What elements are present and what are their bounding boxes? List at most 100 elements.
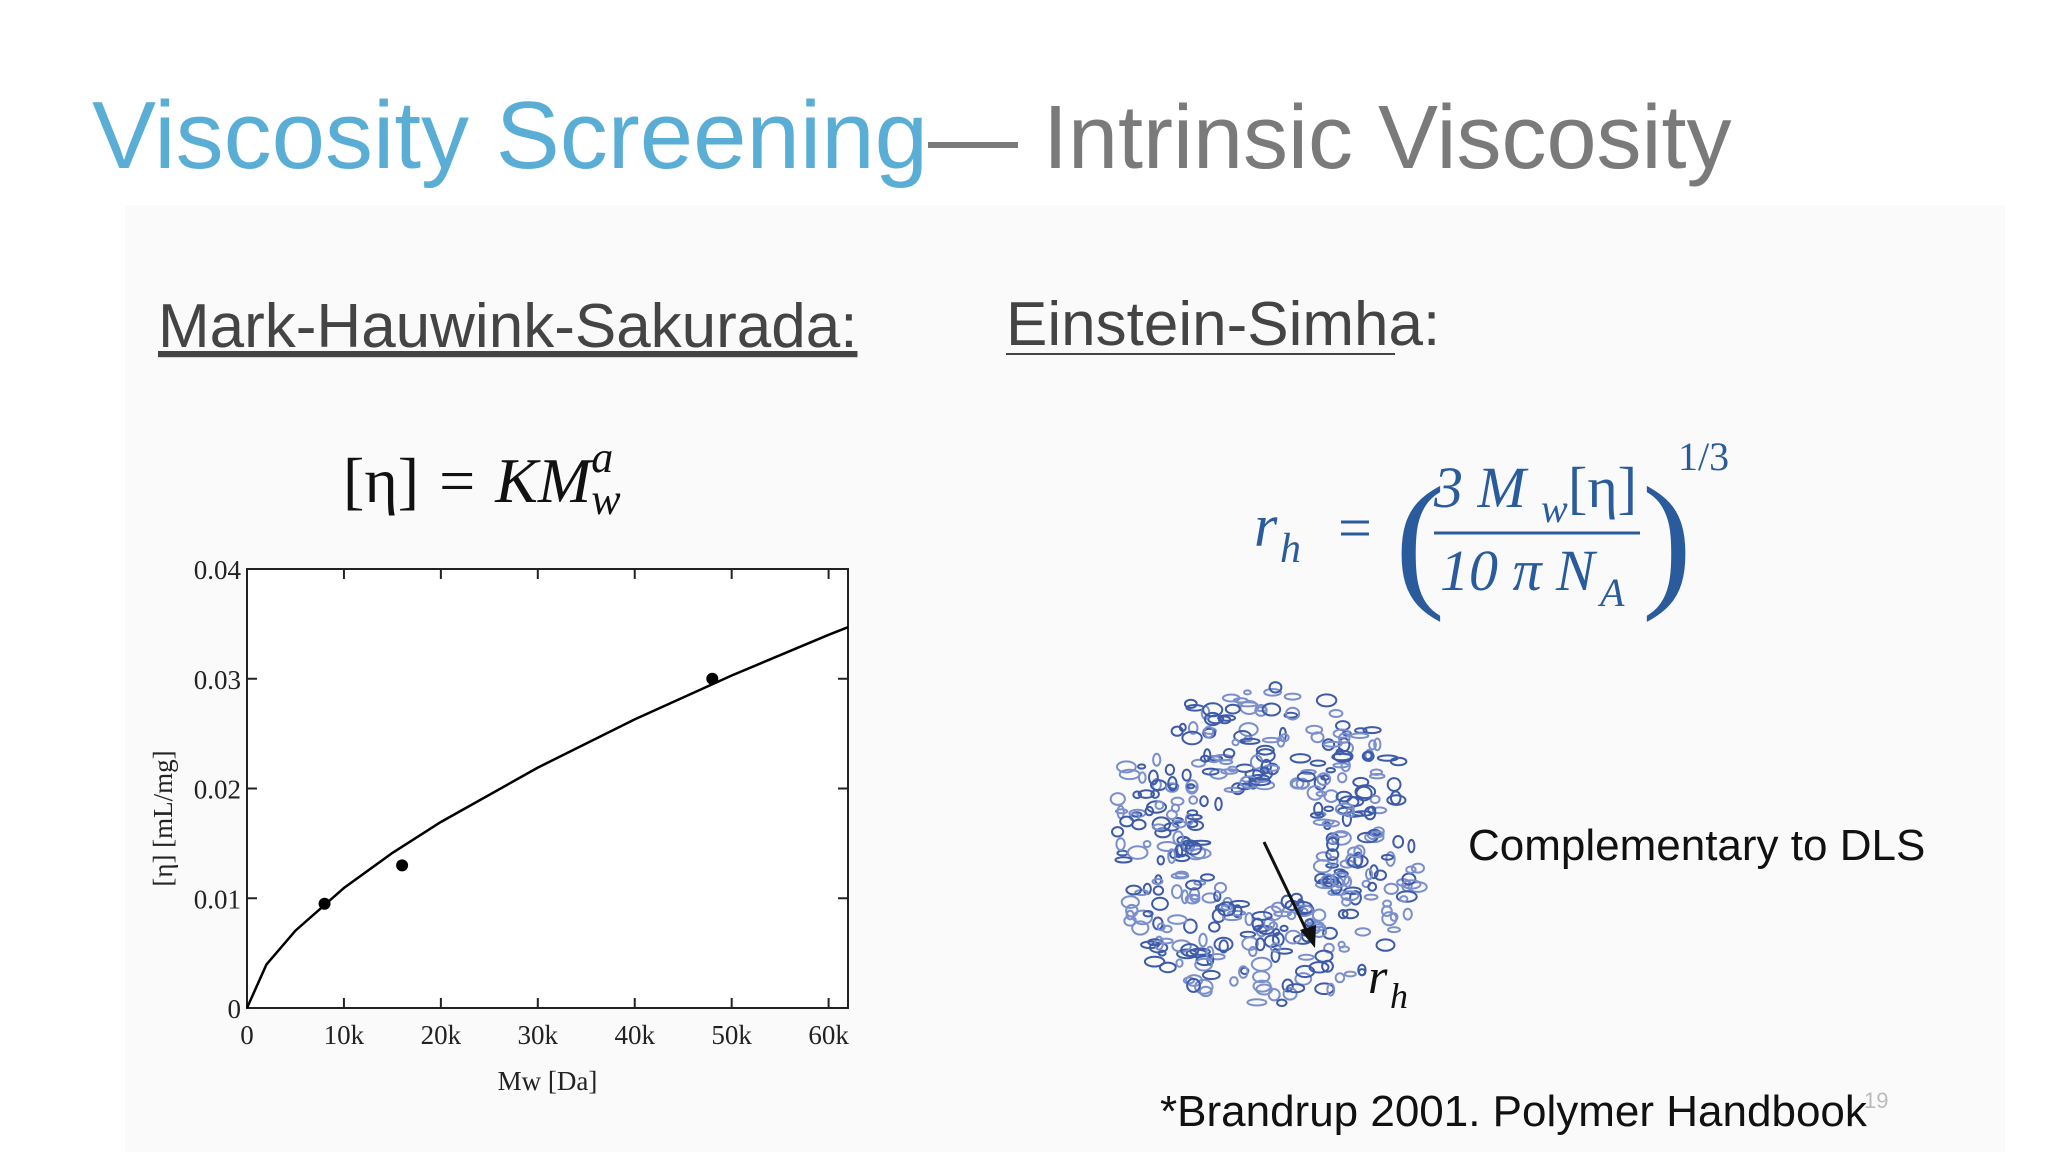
protein-coil	[1285, 706, 1301, 721]
protein-coil	[1386, 794, 1407, 806]
protein-coil	[1337, 940, 1346, 949]
protein-coil	[1150, 789, 1160, 799]
protein-coil	[1343, 886, 1362, 896]
protein-coil	[1282, 987, 1298, 1001]
protein-coil	[1263, 688, 1282, 697]
protein-coil	[1323, 805, 1334, 813]
x-axis-label: Mw [Da]	[498, 1066, 598, 1096]
protein-coil	[1186, 813, 1203, 821]
protein-coil	[1186, 783, 1196, 790]
protein-coil	[1246, 998, 1268, 1007]
protein-coil	[1370, 830, 1385, 839]
protein-coil	[1369, 794, 1381, 805]
protein-coil	[1151, 878, 1164, 885]
protein-coil	[1341, 897, 1352, 907]
eq-exponent: 1/3	[1678, 434, 1729, 479]
protein-coil	[1220, 904, 1234, 911]
protein-coil	[1357, 963, 1367, 977]
protein-coil	[1341, 908, 1360, 920]
protein-coil	[1321, 819, 1341, 828]
protein-coil	[1279, 733, 1290, 743]
protein-coil	[1186, 820, 1205, 831]
protein-coil	[1380, 853, 1394, 861]
protein-coil	[1217, 901, 1237, 917]
protein-coil	[1224, 703, 1241, 715]
protein-coil	[1343, 875, 1353, 888]
eq-sign: =	[1338, 495, 1372, 561]
protein-coil	[1170, 872, 1190, 880]
protein-coil	[1326, 836, 1340, 853]
protein-coil	[1296, 771, 1316, 783]
protein-coil	[1332, 728, 1351, 739]
protein-coil	[1335, 748, 1345, 756]
eq-base: KM	[494, 445, 595, 516]
protein-coil	[1410, 862, 1426, 874]
protein-coil	[1373, 737, 1382, 752]
y-tick-label: 0.03	[194, 665, 241, 695]
eq-sign: =	[439, 445, 475, 516]
protein-coil	[1189, 947, 1211, 956]
protein-coil	[1322, 926, 1338, 940]
page-number: 19	[1864, 1088, 1888, 1113]
protein-coil	[1313, 801, 1324, 817]
protein-coil	[1109, 792, 1126, 806]
protein-coil	[1238, 965, 1249, 979]
protein-coil	[1402, 907, 1413, 921]
protein-coil	[1286, 983, 1306, 994]
protein-coil	[1243, 689, 1252, 696]
title-main: Viscosity Screening	[92, 82, 928, 189]
protein-coil	[1270, 948, 1281, 963]
protein-coil	[1401, 879, 1422, 890]
protein-coil	[1148, 769, 1159, 786]
fit-curve	[245, 626, 849, 1009]
protein-coil	[1111, 826, 1125, 838]
protein-coil	[1392, 835, 1405, 849]
protein-coil	[1231, 738, 1240, 747]
data-point	[396, 859, 409, 872]
protein-coil	[1375, 938, 1396, 952]
protein-coil	[1198, 985, 1213, 998]
protein-coil	[1361, 750, 1375, 762]
protein-coil	[1158, 937, 1174, 945]
protein-coil	[1222, 748, 1236, 759]
protein-coil	[1186, 977, 1201, 993]
protein-coil	[1345, 807, 1356, 818]
protein-coil	[1167, 914, 1188, 925]
protein-coil	[1203, 711, 1222, 727]
y-axis-label: [η] [mL/mg]	[148, 750, 178, 886]
plot-frame	[246, 568, 849, 1009]
protein-coil	[1200, 873, 1215, 882]
protein-coil	[1180, 889, 1190, 905]
radius-arrow	[1262, 841, 1313, 941]
protein-coil	[1213, 881, 1228, 894]
arrow-head	[1300, 925, 1316, 948]
protein-coil	[1156, 855, 1166, 866]
eq-den-a: 10 π N	[1440, 538, 1598, 603]
protein-coil	[1297, 953, 1315, 961]
protein-coil	[1317, 878, 1338, 885]
protein-coil	[1241, 936, 1259, 951]
protein-coil	[1399, 895, 1409, 903]
protein-coil	[1114, 856, 1133, 864]
protein-coil	[1183, 918, 1198, 934]
eq-num-b: [η]	[1568, 455, 1637, 520]
protein-coil	[1167, 776, 1178, 792]
protein-coil	[1229, 976, 1239, 987]
protein-coil	[1387, 926, 1401, 934]
protein-coil	[1343, 970, 1357, 978]
protein-coil	[1132, 790, 1143, 800]
protein-coil	[1201, 767, 1220, 776]
protein-coil	[1316, 772, 1332, 786]
protein-coil	[1347, 846, 1363, 859]
protein-coil	[1320, 774, 1330, 781]
footnote: *Brandrup 2001. Polymer Handbook	[1160, 1087, 1868, 1136]
protein-coil	[1329, 871, 1351, 888]
eq-lhs: r	[1254, 493, 1278, 559]
protein-coil	[1310, 731, 1325, 744]
eq-num-sub: w	[1541, 486, 1568, 531]
protein-coil	[1116, 760, 1137, 774]
protein-coil	[1309, 811, 1325, 819]
protein-coil	[1254, 704, 1268, 717]
y-tick-label: 0.01	[194, 884, 241, 914]
protein-coil	[1281, 978, 1294, 993]
